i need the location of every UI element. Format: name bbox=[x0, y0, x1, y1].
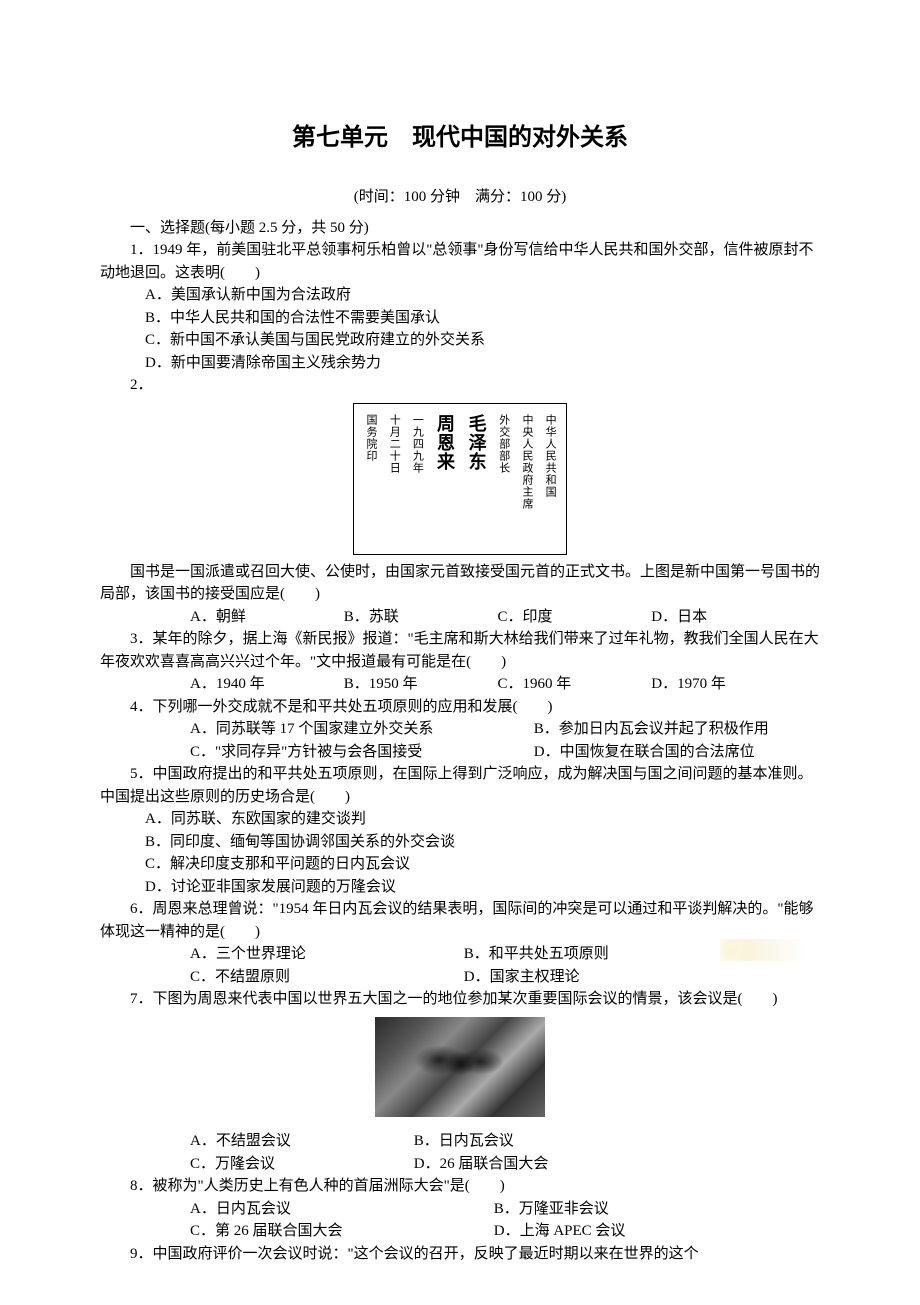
section-1-heading: 一、选择题(每小题 2.5 分，共 50 分) bbox=[100, 217, 820, 240]
q8-options-row2: C．第 26 届联合国大会 D．上海 APEC 会议 bbox=[100, 1220, 820, 1243]
q3-options: A．1940 年 B．1950 年 C．1960 年 D．1970 年 bbox=[100, 673, 820, 696]
q6-options-row1: A．三个世界理论 B．和平共处五项原则 bbox=[100, 943, 820, 966]
q4-option-b: B．参加日内瓦会议并起了积极作用 bbox=[489, 718, 769, 741]
q7-image bbox=[100, 1017, 820, 1125]
guoshu-col3: 外交部部长 bbox=[497, 414, 510, 474]
q7-options-row1: A．不结盟会议 B．日内瓦会议 bbox=[100, 1130, 820, 1153]
q7-option-a: A．不结盟会议 bbox=[145, 1130, 365, 1153]
q3-option-b: B．1950 年 bbox=[299, 673, 449, 696]
q5-text: 5．中国政府提出的和平共处五项原则，在国际上得到广泛响应，成为解决国与国之间问题… bbox=[100, 763, 820, 808]
q2-image-guoshu: 中华人民共和国 中央人民政府主席 外交部部长 毛泽东 周恩来 一九四九年 十月二… bbox=[100, 403, 820, 555]
q5-option-a: A．同苏联、东欧国家的建交谈判 bbox=[100, 808, 820, 831]
q6-option-d: D．国家主权理论 bbox=[419, 966, 580, 989]
q1-option-d: D．新中国要清除帝国主义残余势力 bbox=[100, 352, 820, 375]
q7-option-b: B．日内瓦会议 bbox=[369, 1130, 514, 1153]
q6-options-row2: C．不结盟原则 D．国家主权理论 bbox=[100, 966, 820, 989]
q5-option-d: D．讨论亚非国家发展问题的万隆会议 bbox=[100, 876, 820, 899]
q8-options-row1: A．日内瓦会议 B．万隆亚非会议 bbox=[100, 1198, 820, 1221]
q3-option-c: C．1960 年 bbox=[453, 673, 603, 696]
q8-text: 8．被称为"人类历史上有色人种的首届洲际大会"是( ) bbox=[100, 1175, 820, 1198]
guoshu-col1: 中华人民共和国 bbox=[543, 414, 556, 498]
q4-option-c: C．"求同存异"方针被与会各国接受 bbox=[145, 741, 485, 764]
document-page: 第七单元 现代中国的对外关系 (时间：100 分钟 满分：100 分) 一、选择… bbox=[0, 0, 920, 1305]
guoshu-date1: 一九四九年 bbox=[410, 414, 423, 474]
time-score-info: (时间：100 分钟 满分：100 分) bbox=[100, 186, 820, 209]
q6-text: 6．周恩来总理曾说："1954 年日内瓦会议的结果表明，国际间的冲突是可以通过和… bbox=[100, 898, 820, 943]
conference-photo bbox=[375, 1017, 545, 1117]
q4-options-row2: C．"求同存异"方针被与会各国接受 D．中国恢复在联合国的合法席位 bbox=[100, 741, 820, 764]
guoshu-seal: 国务院印 bbox=[364, 414, 377, 462]
q3-option-d: D．1970 年 bbox=[606, 673, 726, 696]
guoshu-col2: 中央人民政府主席 bbox=[520, 414, 533, 510]
q3-option-a: A．1940 年 bbox=[145, 673, 295, 696]
q8-option-c: C．第 26 届联合国大会 bbox=[145, 1220, 445, 1243]
guoshu-date2: 十月二十日 bbox=[387, 414, 400, 474]
q5-option-b: B．同印度、缅甸等国协调邻国关系的外交会谈 bbox=[100, 831, 820, 854]
q6-option-b: B．和平共处五项原则 bbox=[419, 943, 609, 966]
unit-title: 第七单元 现代中国的对外关系 bbox=[100, 120, 820, 156]
q2-options: A．朝鲜 B．苏联 C．印度 D．日本 bbox=[100, 606, 820, 629]
q7-option-c: C．万隆会议 bbox=[145, 1153, 365, 1176]
guoshu-sig-zhou: 周恩来 bbox=[433, 414, 455, 471]
guoshu-document: 中华人民共和国 中央人民政府主席 外交部部长 毛泽东 周恩来 一九四九年 十月二… bbox=[353, 403, 567, 555]
q1-option-c: C．新中国不承认美国与国民党政府建立的外交关系 bbox=[100, 329, 820, 352]
q4-option-a: A．同苏联等 17 个国家建立外交关系 bbox=[145, 718, 485, 741]
q2-option-a: A．朝鲜 bbox=[145, 606, 295, 629]
q1-text: 1．1949 年，前美国驻北平总领事柯乐柏曾以"总领事"身份写信给中华人民共和国… bbox=[100, 239, 820, 284]
q2-text: 国书是一国派遣或召回大使、公使时，由国家元首致接受国元首的正式文书。上图是新中国… bbox=[100, 561, 820, 606]
q6-option-c: C．不结盟原则 bbox=[145, 966, 415, 989]
q2-option-d: D．日本 bbox=[606, 606, 707, 629]
q7-option-d: D．26 届联合国大会 bbox=[369, 1153, 549, 1176]
q4-text: 4．下列哪一外交成就不是和平共处五项原则的应用和发展( ) bbox=[100, 696, 820, 719]
q2-option-b: B．苏联 bbox=[299, 606, 449, 629]
guoshu-sig-mao: 毛泽东 bbox=[465, 414, 487, 471]
q4-option-d: D．中国恢复在联合国的合法席位 bbox=[489, 741, 755, 764]
q1-option-a: A．美国承认新中国为合法政府 bbox=[100, 284, 820, 307]
q7-options-row2: C．万隆会议 D．26 届联合国大会 bbox=[100, 1153, 820, 1176]
q1-option-b: B．中华人民共和国的合法性不需要美国承认 bbox=[100, 307, 820, 330]
q8-option-d: D．上海 APEC 会议 bbox=[449, 1220, 626, 1243]
q3-text: 3．某年的除夕，据上海《新民报》报道："毛主席和斯大林给我们带来了过年礼物，教我… bbox=[100, 628, 820, 673]
q2-number: 2． bbox=[100, 374, 820, 397]
q7-text: 7．下图为周恩来代表中国以世界五大国之一的地位参加某次重要国际会议的情景，该会议… bbox=[100, 988, 820, 1011]
q4-options-row1: A．同苏联等 17 个国家建立外交关系 B．参加日内瓦会议并起了积极作用 bbox=[100, 718, 820, 741]
q6-option-a: A．三个世界理论 bbox=[145, 943, 415, 966]
q9-text: 9．中国政府评价一次会议时说："这个会议的召开，反映了最近时期以来在世界的这个 bbox=[100, 1243, 820, 1266]
q2-option-c: C．印度 bbox=[453, 606, 603, 629]
q8-option-a: A．日内瓦会议 bbox=[145, 1198, 445, 1221]
q5-option-c: C．解决印度支那和平问题的日内瓦会议 bbox=[100, 853, 820, 876]
q8-option-b: B．万隆亚非会议 bbox=[449, 1198, 609, 1221]
